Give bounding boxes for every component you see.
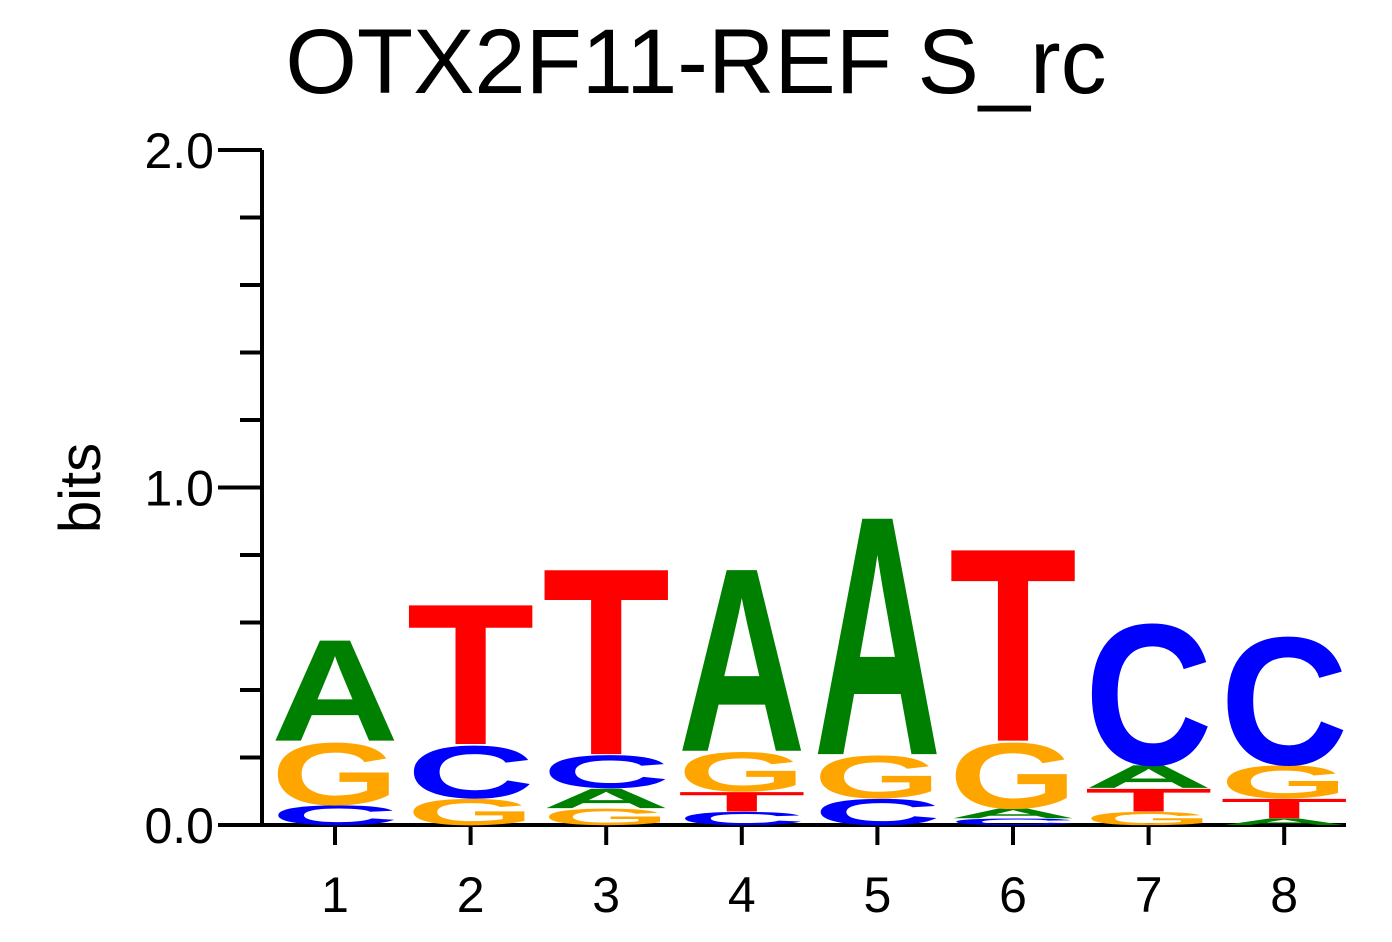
letter-A: A — [678, 514, 806, 807]
letter-C: C — [271, 800, 399, 831]
svg-text:T: T — [1085, 782, 1213, 819]
x-tick-label: 3 — [592, 867, 620, 923]
letter-C: C — [813, 791, 941, 833]
svg-text:A: A — [542, 783, 670, 814]
svg-text:C: C — [407, 730, 535, 814]
letter-A: A — [949, 805, 1077, 821]
letter-G: G — [813, 743, 941, 811]
svg-text:T: T — [1220, 793, 1348, 824]
svg-text:T: T — [407, 562, 535, 787]
x-tick-label: 4 — [728, 867, 756, 923]
svg-text:G: G — [1085, 808, 1213, 829]
letter-C: C — [1085, 583, 1213, 808]
letter-G: G — [678, 741, 806, 804]
svg-text:T: T — [949, 490, 1077, 799]
y-axis: 0.0 1.0 2.0 — [144, 123, 264, 854]
svg-text:A: A — [678, 514, 806, 807]
stack-position-1: CGA — [271, 610, 399, 831]
svg-text:A: A — [949, 805, 1077, 821]
letter-C: C — [1220, 600, 1348, 804]
y-tick-label: 1.0 — [144, 461, 214, 517]
x-tick-label: 1 — [321, 867, 349, 923]
svg-text:G: G — [813, 743, 941, 811]
letter-A: A — [1220, 816, 1348, 827]
stack-position-2: GCT — [407, 562, 535, 834]
x-tick-label: 8 — [1270, 867, 1298, 923]
letter-A: A — [271, 610, 399, 772]
svg-text:C: C — [271, 800, 399, 831]
svg-text:T: T — [678, 786, 806, 817]
svg-text:G: G — [1220, 755, 1348, 808]
svg-text:A: A — [1085, 759, 1213, 796]
letter-T: T — [1220, 793, 1348, 824]
letter-C: C — [949, 816, 1077, 827]
svg-text:A: A — [1220, 816, 1348, 827]
svg-text:A: A — [813, 444, 941, 827]
svg-text:C: C — [949, 816, 1077, 827]
letter-G: G — [1220, 755, 1348, 808]
svg-text:C: C — [542, 746, 670, 798]
svg-text:G: G — [678, 741, 806, 804]
letter-T: T — [949, 490, 1077, 799]
x-tick-label: 2 — [457, 867, 485, 923]
chart-title: OTX2F11-REF S_rc — [285, 11, 1106, 113]
letter-G: G — [407, 791, 535, 833]
svg-text:C: C — [813, 791, 941, 833]
letter-C: C — [678, 808, 806, 829]
letter-T: T — [542, 513, 670, 811]
svg-text:T: T — [542, 513, 670, 811]
x-tick-label: 7 — [1135, 867, 1163, 923]
svg-text:C: C — [678, 808, 806, 829]
letter-G: G — [271, 725, 399, 825]
svg-text:G: G — [271, 725, 399, 825]
letter-C: C — [542, 746, 670, 798]
svg-text:G: G — [949, 724, 1077, 828]
y-axis-label: bits — [48, 443, 113, 533]
svg-text:C: C — [1220, 600, 1348, 804]
stack-position-5: CGA — [813, 444, 941, 833]
x-tick-label: 6 — [999, 867, 1027, 923]
svg-text:A: A — [271, 610, 399, 772]
letter-C: C — [407, 730, 535, 814]
x-tick-label: 5 — [863, 867, 891, 923]
letter-T: T — [678, 786, 806, 817]
letter-G: G — [1085, 808, 1213, 829]
y-tick-label: 2.0 — [144, 123, 214, 179]
letter-G: G — [949, 724, 1077, 828]
letter-A: A — [542, 783, 670, 814]
y-tick-label: 0.0 — [144, 798, 214, 854]
letter-T: T — [407, 562, 535, 787]
svg-text:G: G — [407, 791, 535, 833]
x-axis: 1 2 3 4 5 6 7 8 — [260, 823, 1346, 923]
svg-text:C: C — [1085, 583, 1213, 808]
svg-text:G: G — [542, 804, 670, 830]
letter-A: A — [1085, 759, 1213, 796]
letter-G: G — [542, 804, 670, 830]
letter-T: T — [1085, 782, 1213, 819]
letter-A: A — [813, 444, 941, 827]
